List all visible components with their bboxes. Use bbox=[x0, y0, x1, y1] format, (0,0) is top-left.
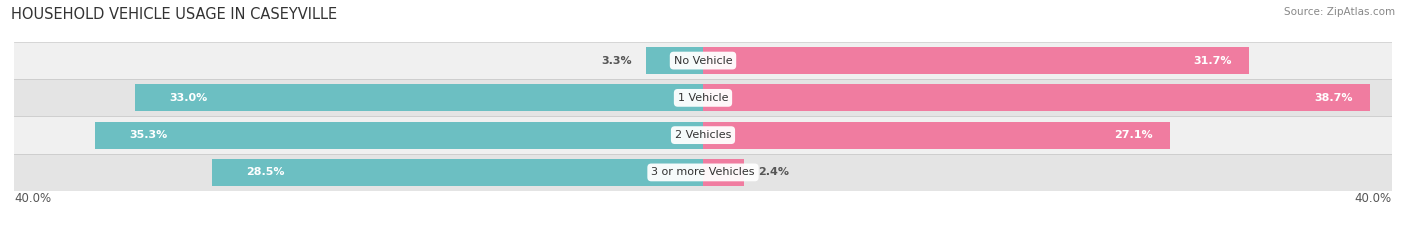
Text: 3 or more Vehicles: 3 or more Vehicles bbox=[651, 168, 755, 177]
Bar bbox=[703, 47, 1249, 74]
Bar bbox=[14, 154, 1392, 191]
Text: HOUSEHOLD VEHICLE USAGE IN CASEYVILLE: HOUSEHOLD VEHICLE USAGE IN CASEYVILLE bbox=[11, 7, 337, 22]
Text: 3.3%: 3.3% bbox=[602, 56, 633, 65]
Text: 28.5%: 28.5% bbox=[246, 168, 285, 177]
Bar bbox=[14, 79, 1392, 116]
Text: 35.3%: 35.3% bbox=[129, 130, 167, 140]
Text: 40.0%: 40.0% bbox=[1355, 192, 1392, 205]
Text: 2.4%: 2.4% bbox=[758, 168, 789, 177]
Text: 40.0%: 40.0% bbox=[14, 192, 51, 205]
Text: 31.7%: 31.7% bbox=[1194, 56, 1232, 65]
Bar bbox=[14, 42, 1392, 79]
Bar bbox=[703, 84, 1369, 111]
Text: No Vehicle: No Vehicle bbox=[673, 56, 733, 65]
Text: 2 Vehicles: 2 Vehicles bbox=[675, 130, 731, 140]
Bar bbox=[14, 116, 1392, 154]
Bar bbox=[135, 84, 703, 111]
Bar bbox=[212, 159, 703, 186]
Bar bbox=[703, 159, 744, 186]
Text: 27.1%: 27.1% bbox=[1114, 130, 1153, 140]
Bar bbox=[703, 122, 1170, 149]
Bar bbox=[647, 47, 703, 74]
Text: 38.7%: 38.7% bbox=[1313, 93, 1353, 103]
Text: Source: ZipAtlas.com: Source: ZipAtlas.com bbox=[1284, 7, 1395, 17]
Text: 33.0%: 33.0% bbox=[169, 93, 207, 103]
Bar bbox=[96, 122, 703, 149]
Text: 1 Vehicle: 1 Vehicle bbox=[678, 93, 728, 103]
